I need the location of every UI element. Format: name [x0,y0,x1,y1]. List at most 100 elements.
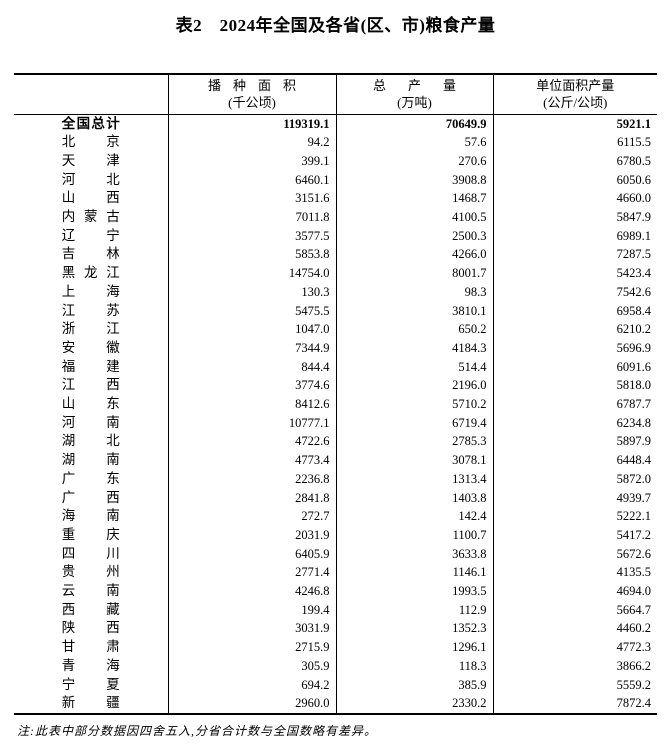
table-row: 上海 130.3 98.3 7542.6 [14,282,657,302]
region-name: 天津 [61,152,120,168]
table-row: 云南 4246.8 1993.5 4694.0 [14,582,657,601]
sown-area-value: 305.9 [167,656,336,676]
output-value: 118.3 [335,656,493,676]
yield-value: 5921.1 [492,114,657,134]
table-row: 海南 272.7 142.4 5222.1 [14,507,657,526]
yield-value: 5222.1 [492,507,657,526]
region-name: 福建 [61,358,120,374]
output-value: 112.9 [335,600,493,620]
yield-value: 6050.6 [492,170,657,190]
table-row: 内蒙古 7011.8 4100.5 5847.9 [14,208,657,227]
grain-production-table: 播种面积 (千公顷) 总产量 (万吨) 单位面积产量 (公斤/公顷) 全国总计 1… [14,73,657,715]
table-row: 贵州 2771.4 1146.1 4135.5 [14,563,657,583]
sown-area-value: 3774.6 [167,376,336,396]
sown-area-value: 4246.8 [167,582,336,601]
header-sown-area: 播种面积 (千公顷) [167,73,336,115]
sown-area-value: 4722.6 [167,432,336,452]
yield-value: 6234.8 [492,413,657,433]
yield-value: 4772.3 [492,638,657,657]
output-value: 70649.9 [335,114,493,134]
header-region [14,73,168,115]
region-name: 湖北 [61,433,120,449]
output-value: 1296.1 [335,638,493,657]
table-row: 河南 10777.1 6719.4 6234.8 [14,413,657,433]
sown-area-value: 7011.8 [167,208,336,227]
table-row: 吉林 5853.8 4266.0 7287.5 [14,245,657,265]
region-name: 河南 [61,414,120,430]
region-name: 陕西 [61,620,120,636]
header-yield-unit: (公斤/公顷) [543,95,608,111]
sown-area-value: 2960.0 [167,694,336,715]
header-output: 总产量 (万吨) [335,73,493,115]
table-row: 北京 94.2 57.6 6115.5 [14,133,657,152]
sown-area-value: 119319.1 [167,114,336,134]
output-value: 1993.5 [335,582,493,601]
table-row: 天津 399.1 270.6 6780.5 [14,151,657,171]
yield-value: 4660.0 [492,189,657,209]
region-name: 内蒙古 [61,209,120,225]
output-value: 3908.8 [335,170,493,190]
table-row: 浙江 1047.0 650.2 6210.2 [14,320,657,339]
yield-value: 5897.9 [492,432,657,452]
output-value: 5710.2 [335,395,493,414]
yield-value: 7872.4 [492,694,657,715]
output-value: 1468.7 [335,189,493,209]
yield-value: 6989.1 [492,226,657,246]
yield-value: 7287.5 [492,245,657,265]
table-header: 播种面积 (千公顷) 总产量 (万吨) 单位面积产量 (公斤/公顷) [14,73,657,115]
output-value: 2196.0 [335,376,493,396]
header-sown-area-unit: (千公顷) [228,95,276,111]
yield-value: 3866.2 [492,656,657,676]
sown-area-value: 5475.5 [167,301,336,321]
region-name: 青海 [61,657,120,673]
table-row: 青海 305.9 118.3 3866.2 [14,656,657,676]
yield-value: 4135.5 [492,563,657,583]
yield-value: 6115.5 [492,133,657,152]
sown-area-value: 1047.0 [167,320,336,339]
sown-area-value: 7344.9 [167,338,336,358]
table-footnote: 注:此表中部分数据因四舍五入,分省合计数与全国数略有差异。 [17,724,377,738]
yield-value: 6780.5 [492,151,657,171]
table-row: 新疆 2960.0 2330.2 7872.4 [14,694,657,715]
sown-area-value: 8412.6 [167,395,336,414]
sown-area-value: 6460.1 [167,170,336,190]
header-yield: 单位面积产量 (公斤/公顷) [492,73,657,115]
yield-value: 5664.7 [492,600,657,620]
table-row: 河北 6460.1 3908.8 6050.6 [14,170,657,190]
header-yield-label: 单位面积产量 [536,78,615,94]
output-value: 2500.3 [335,226,493,246]
output-value: 4100.5 [335,208,493,227]
table-row: 西藏 199.4 112.9 5664.7 [14,600,657,620]
output-value: 3810.1 [335,301,493,321]
region-name: 贵州 [61,564,120,580]
output-value: 514.4 [335,357,493,377]
yield-value: 6210.2 [492,320,657,339]
output-value: 2785.3 [335,432,493,452]
sown-area-value: 4773.4 [167,451,336,470]
yield-value: 5696.9 [492,338,657,358]
table-row: 山东 8412.6 5710.2 6787.7 [14,395,657,414]
output-value: 1313.4 [335,469,493,489]
region-name: 江苏 [61,302,120,318]
sown-area-value: 2236.8 [167,469,336,489]
yield-value: 6091.6 [492,357,657,377]
region-name: 安徽 [61,339,120,355]
header-output-unit: (万吨) [397,95,432,111]
region-name: 上海 [61,283,120,299]
yield-value: 6958.4 [492,301,657,321]
region-name: 黑龙江 [61,265,120,281]
page-title: 表2 2024年全国及各省(区、市)粮食产量 [175,16,496,35]
sown-area-value: 5853.8 [167,245,336,265]
region-name: 西藏 [61,601,120,617]
table-row: 甘肃 2715.9 1296.1 4772.3 [14,638,657,657]
region-name: 新疆 [14,694,168,715]
output-value: 2330.2 [335,694,493,715]
yield-value: 5417.2 [492,525,657,545]
sown-area-value: 399.1 [167,151,336,171]
output-value: 1352.3 [335,619,493,639]
table-row: 辽宁 3577.5 2500.3 6989.1 [14,226,657,246]
table-row: 四川 6405.9 3633.8 5672.6 [14,544,657,564]
sown-area-value: 199.4 [167,600,336,620]
yield-value: 5872.0 [492,469,657,489]
